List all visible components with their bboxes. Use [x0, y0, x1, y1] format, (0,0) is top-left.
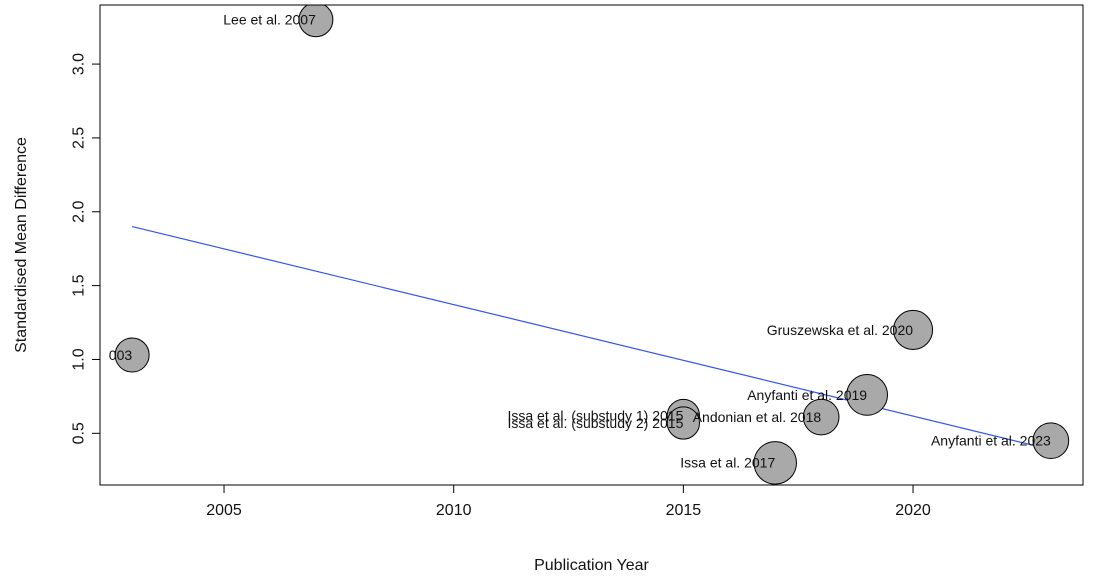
data-point-label: Issa et al. (substudy 2) 2015 [507, 415, 683, 431]
data-point [666, 406, 701, 440]
plot-frame [99, 4, 1084, 486]
y-axis: 0.5 1.0 1.5 2.0 2.5 3.0 [71, 53, 100, 444]
data-point-label: Issa et al. (substudy 1) 2015 [507, 407, 683, 423]
data-point-label: Issa et al. 2017 [680, 455, 775, 471]
data-point [846, 374, 889, 416]
data-point [753, 441, 797, 485]
x-tick-label: 2010 [436, 502, 472, 519]
x-tick-label: 2020 [895, 502, 931, 519]
data-point [114, 337, 150, 373]
x-tick-label: 2015 [666, 502, 702, 519]
data-point [298, 5, 334, 38]
data-point [1032, 422, 1070, 460]
y-tick-label: 2.5 [71, 127, 88, 149]
x-tick-label: 2005 [206, 502, 242, 519]
y-tick-label: 1.0 [71, 348, 88, 370]
data-point-label: Andonian et al. 2018 [693, 409, 822, 425]
data-point-label: Anyfanti et al. 2023 [931, 433, 1051, 449]
y-tick-label: 1.5 [71, 274, 88, 296]
data-point [892, 309, 934, 350]
data-point-label: Gruszewska et al. 2020 [767, 322, 914, 338]
y-tick-label: 0.5 [71, 422, 88, 444]
data-point-label: Anyfanti et al. 2019 [747, 387, 867, 403]
x-axis-title: Publication Year [534, 557, 649, 574]
y-tick-label: 3.0 [71, 53, 88, 75]
data-point [802, 398, 840, 436]
y-axis-title: Standardised Mean Difference [13, 137, 30, 353]
x-axis: 2005 2010 2015 2020 [206, 485, 931, 519]
regression-line [132, 225, 1051, 451]
data-point-label: Lee et al. 2007 [223, 12, 316, 28]
y-tick-label: 2.0 [71, 201, 88, 223]
plot-area: 003 Lee et al. 2007 Issa et al. (substudy … [109, 5, 1070, 485]
data-point-label: 003 [109, 347, 133, 363]
